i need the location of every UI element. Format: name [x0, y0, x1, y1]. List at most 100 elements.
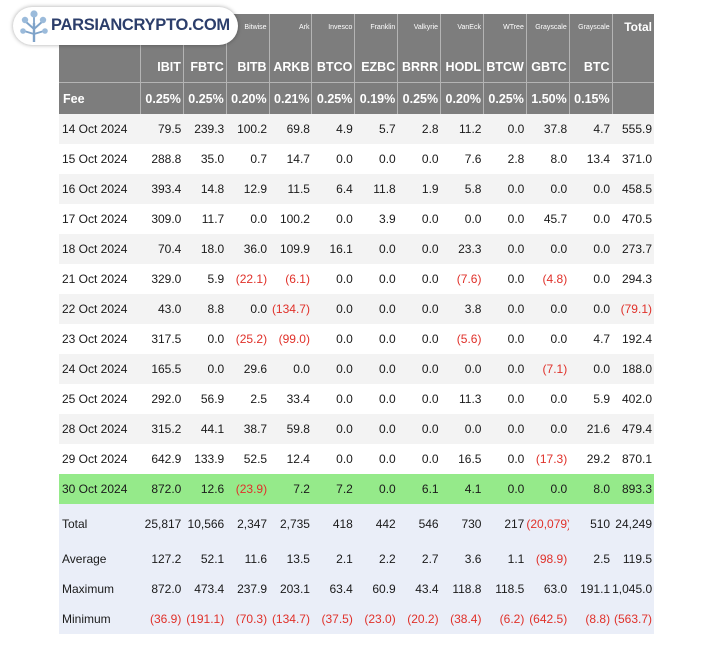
flow-cell: 0.0: [569, 174, 613, 204]
table-row: 23 Oct 2024 317.5 0.0 (25.2) (99.0) 0.0 0.0 0.0…: [59, 324, 654, 354]
flow-cell: 21.6: [569, 414, 613, 444]
table-row: 16 Oct 2024 393.4 14.8 12.9 11.5 6.4 11.8 1.9 5.…: [59, 174, 654, 204]
flow-cell: 0.0: [311, 444, 355, 474]
date-cell: 28 Oct 2024: [59, 414, 141, 444]
flow-cell: 100.2: [226, 114, 270, 144]
flow-cell: 371.0: [612, 144, 654, 174]
flow-cell: 45.7: [526, 204, 570, 234]
flow-cell: 294.3: [612, 264, 654, 294]
flow-cell: 470.5: [612, 204, 654, 234]
summary-cell: 191.1: [569, 574, 613, 604]
flow-cell: (25.2): [226, 324, 270, 354]
summary-rows: Total 25,817 10,566 2,347 2,735 418 442 546 730 2…: [59, 504, 654, 634]
flow-cell: 0.0: [311, 414, 355, 444]
issuer-header: Invesco: [311, 14, 356, 52]
flow-cell: 0.0: [526, 294, 570, 324]
table-row: 21 Oct 2024 329.0 5.9 (22.1) (6.1) 0.0 0.0 0.0(…: [59, 264, 654, 294]
flow-cell: 0.0: [354, 354, 398, 384]
flow-cell: 38.7: [226, 414, 270, 444]
date-cell: 16 Oct 2024: [59, 174, 141, 204]
flow-cell: 329.0: [140, 264, 184, 294]
flow-cell: 4.7: [569, 324, 613, 354]
date-cell: 23 Oct 2024: [59, 324, 141, 354]
flow-cell: 642.9: [140, 444, 184, 474]
table-row: 22 Oct 2024 43.0 8.8 0.0 (134.7) 0.0 0.0 0.0 3.8…: [59, 294, 654, 324]
flow-cell: 0.0: [483, 354, 527, 384]
summary-cell: 730: [440, 504, 484, 544]
flow-cell: 4.9: [311, 114, 355, 144]
flow-cell: 0.0: [397, 354, 441, 384]
flow-cell: 100.2: [269, 204, 312, 234]
ticker-header: ARKB: [269, 52, 313, 83]
flow-cell: 0.0: [483, 444, 527, 474]
table-row: 25 Oct 2024 292.0 56.9 2.5 33.4 0.0 0.0 0.0 11.3…: [59, 384, 654, 414]
flow-cell: 23.3: [440, 234, 484, 264]
summary-cell: (20,079): [526, 504, 570, 544]
flow-cell: 52.5: [226, 444, 270, 474]
fee-cell: 0.25%: [140, 82, 184, 114]
summary-row: Average 127.2 52.1 11.6 13.5 2.1 2.2 2.7 3.6 1.1(…: [59, 544, 654, 574]
summary-cell: 237.9: [226, 574, 270, 604]
flow-cell: (99.0): [269, 324, 312, 354]
summary-cell: 118.5: [483, 574, 527, 604]
flow-cell: 0.0: [354, 474, 398, 504]
flow-cell: 0.0: [311, 294, 355, 324]
flow-cell: 14.7: [269, 144, 312, 174]
summary-label: Maximum: [59, 574, 141, 604]
flow-cell: 11.7: [183, 204, 227, 234]
summary-cell: 418: [311, 504, 355, 544]
flow-cell: 0.0: [269, 354, 312, 384]
flow-cell: 0.0: [226, 294, 270, 324]
flow-cell: 0.0: [354, 294, 398, 324]
flow-cell: 0.0: [569, 264, 613, 294]
flow-cell: 8.0: [569, 474, 613, 504]
flow-cell: 1.9: [397, 174, 441, 204]
flow-cell: 5.9: [183, 264, 227, 294]
summary-cell: (8.8): [569, 604, 613, 634]
flow-cell: 0.0: [526, 174, 570, 204]
flow-cell: 16.5: [440, 444, 484, 474]
flow-cell: 59.8: [269, 414, 312, 444]
fee-cell: 0.20%: [226, 82, 270, 114]
flow-cell: 0.0: [483, 114, 527, 144]
flow-cell: 0.0: [397, 324, 441, 354]
flow-cell: 0.0: [354, 144, 398, 174]
summary-cell: (6.2): [483, 604, 527, 634]
flow-cell: 893.3: [612, 474, 654, 504]
flow-cell: 0.0: [440, 204, 484, 234]
table-row: 14 Oct 2024 79.5 239.3 100.2 69.8 4.9 5.7 2.8 11…: [59, 114, 654, 144]
flow-cell: 12.4: [269, 444, 312, 474]
flow-cell: 0.0: [569, 204, 613, 234]
issuer-header: Total: [612, 14, 654, 52]
flow-cell: 309.0: [140, 204, 184, 234]
table-row: 29 Oct 2024 642.9 133.9 52.5 12.4 0.0 0.0 0.0 16…: [59, 444, 654, 474]
summary-cell: 510: [569, 504, 613, 544]
flow-cell: 0.0: [397, 384, 441, 414]
summary-cell: 118.8: [440, 574, 484, 604]
flow-cell: 0.0: [311, 354, 355, 384]
fee-cell: 1.50%: [526, 82, 570, 114]
summary-cell: (191.1): [183, 604, 227, 634]
flow-cell: 0.0: [354, 384, 398, 414]
flow-cell: 0.0: [526, 414, 570, 444]
flow-cell: 14.8: [183, 174, 227, 204]
flow-cell: 11.8: [354, 174, 398, 204]
flow-cell: 0.0: [397, 264, 441, 294]
ticker-header: BRRR: [397, 52, 442, 83]
flow-cell: (5.6): [440, 324, 484, 354]
flow-cell: 393.4: [140, 174, 184, 204]
fee-row: Fee 0.25% 0.25% 0.20% 0.21% 0.25% 0.19% 0.25% 0.…: [59, 82, 654, 114]
flow-cell: 133.9: [183, 444, 227, 474]
flow-cell: 0.0: [483, 234, 527, 264]
summary-cell: (37.5): [311, 604, 355, 634]
flow-cell: 0.0: [311, 384, 355, 414]
ticker-header: GBTC: [526, 52, 570, 83]
summary-label: Average: [59, 544, 141, 574]
flow-cell: 13.4: [569, 144, 613, 174]
flow-cell: 402.0: [612, 384, 654, 414]
flow-cell: 188.0: [612, 354, 654, 384]
daily-flows: 14 Oct 2024 79.5 239.3 100.2 69.8 4.9 5.7 2.8 11…: [59, 114, 654, 504]
summary-cell: 442: [354, 504, 398, 544]
flow-cell: 29.2: [569, 444, 613, 474]
table-row: 17 Oct 2024 309.0 11.7 0.0 100.2 0.0 3.9 0.0 0.0…: [59, 204, 654, 234]
